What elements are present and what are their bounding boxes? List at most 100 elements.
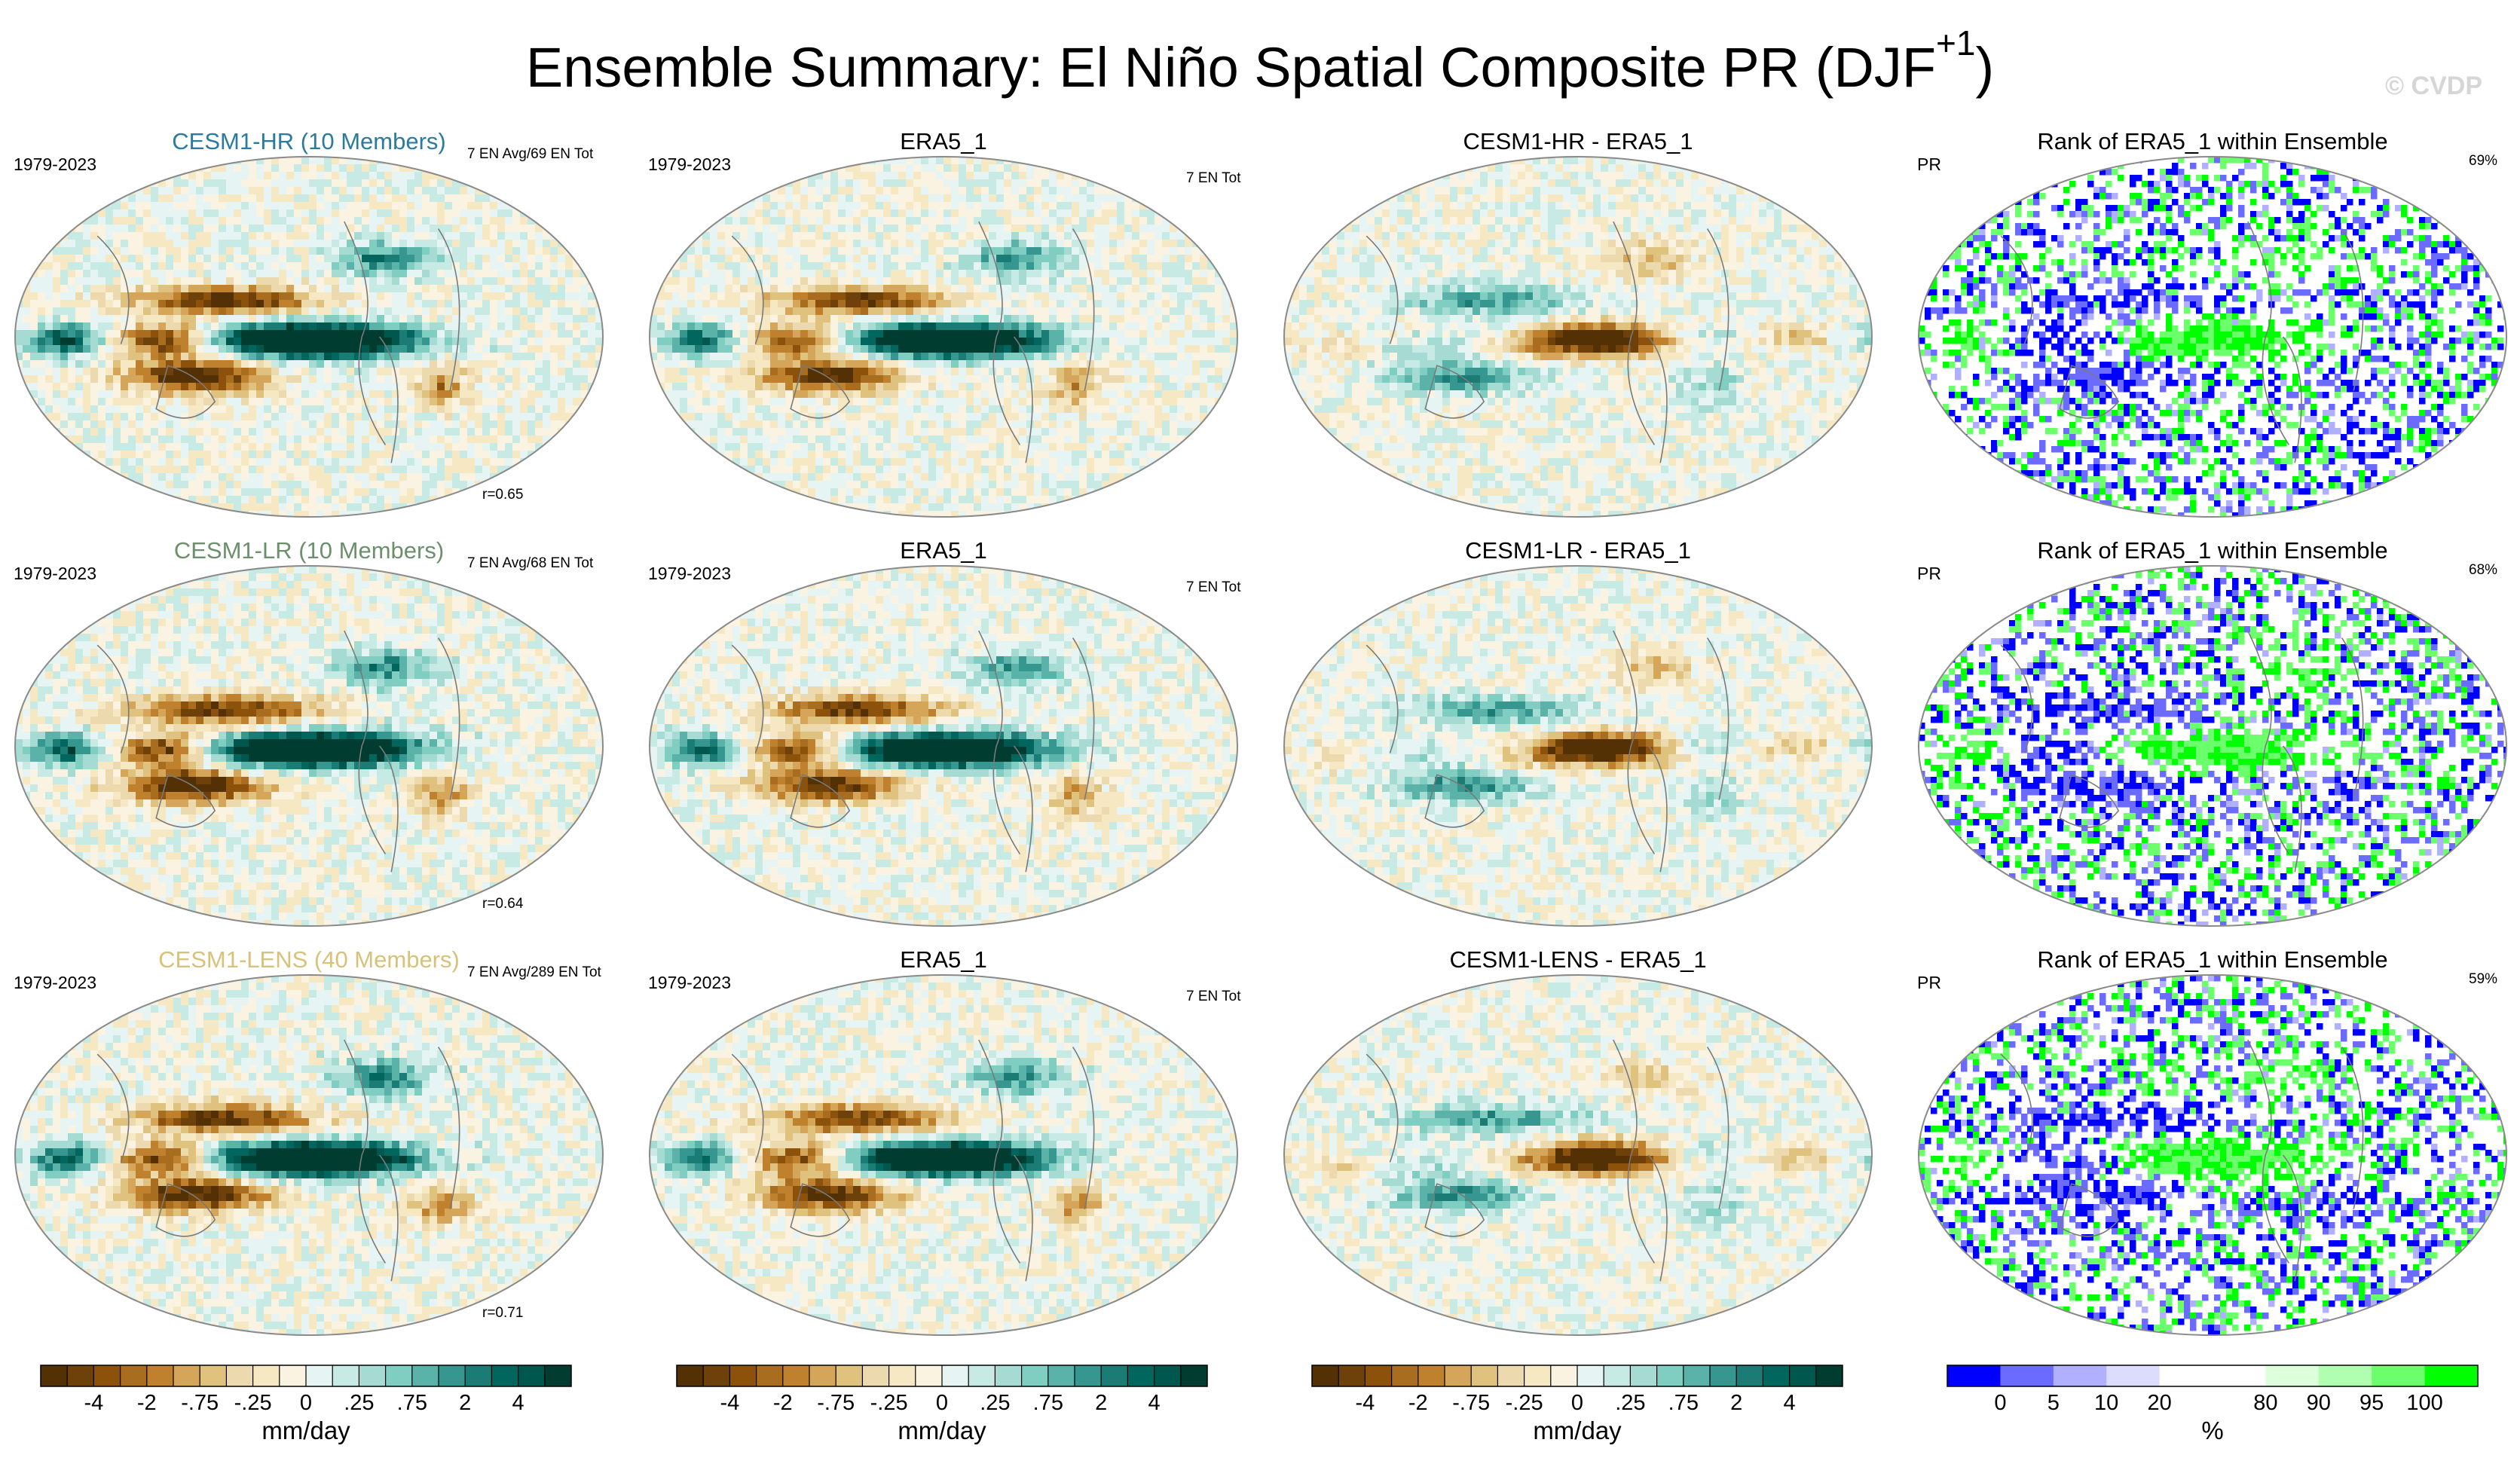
colorbar-tick-label: 2 [459,1391,471,1416]
colorbar-swatch [359,1365,387,1386]
colorbar-swatch [968,1365,995,1386]
colorbar-swatch [200,1365,227,1386]
coastline-4 [2000,235,2033,344]
rank-var-r3: PR [1917,973,1941,993]
colorbar-4 [1947,1365,2479,1387]
colorbar-swatch [1312,1365,1339,1386]
colorbar-swatch [888,1365,916,1386]
colorbar-swatch [1047,1365,1075,1386]
diff-title-r3: CESM1-LENS - ERA5_1 [1284,946,1872,973]
colorbar-swatch [146,1365,174,1386]
colorbar-swatch [995,1365,1023,1386]
colorbar-tick-label: .25 [344,1391,374,1416]
coastline-1 [344,221,387,445]
diff-title-r1: CESM1-HR - ERA5_1 [1284,128,1872,155]
map-border [1918,156,2507,518]
colorbar-swatch [465,1365,492,1386]
colorbar-swatch [1577,1365,1604,1386]
colorbar-tick-label: 95 [2359,1391,2384,1416]
coastline-3 [437,228,460,391]
obs-title-r2: ERA5_1 [650,537,1237,564]
colorbar-swatch [1710,1365,1737,1386]
coastline-2 [2282,1154,2302,1282]
colorbar-swatch [1604,1365,1631,1386]
rank-var-r1: PR [1917,154,1941,175]
coastline-2 [1013,745,1033,873]
colorbar-unit-label: % [2062,1417,2363,1445]
colorbar-swatch [1550,1365,1578,1386]
coastline-4 [1366,1053,1399,1163]
title-end: ) [1975,36,1994,99]
model-title-r1: CESM1-HR (10 Members) [15,128,603,155]
map-model-r2 [14,565,604,927]
map-obs-r2 [649,565,1238,927]
coastline-1 [2247,221,2290,445]
model-title-r2: CESM1-LR (10 Members) [15,537,603,564]
colorbar-tick-label: 90 [2307,1391,2331,1416]
colorbar-swatch [1365,1365,1393,1386]
colorbar-swatch [2372,1365,2426,1386]
rank-var-r2: PR [1917,564,1941,584]
colorbar-swatch [120,1365,148,1386]
coastline-2 [378,1154,399,1282]
coastline-2 [378,745,399,873]
colorbar-tick-label: -.25 [234,1391,272,1416]
colorbar-swatch [1497,1365,1525,1386]
coastline-3 [437,1047,460,1209]
colorbar-tick-label: 80 [2253,1391,2277,1416]
colorbar-swatch [385,1365,413,1386]
colorbar-swatch [1763,1365,1791,1386]
obs-period-r3: 1979-2023 [648,973,731,993]
colorbar-swatch [862,1365,890,1386]
coastline-5 [1424,774,1485,828]
colorbar-swatch [1683,1365,1711,1386]
coastline-5 [2059,774,2120,828]
coastline-3 [2341,1047,2364,1209]
map-border [1283,974,1873,1336]
coastline-2 [1647,1154,1668,1282]
colorbar-swatch [1180,1365,1208,1386]
coastline-5 [2059,365,2120,419]
coastline-5 [790,365,851,419]
colorbar-swatch [544,1365,572,1386]
map-diff-r2 [1283,565,1873,927]
colorbar-swatch [518,1365,546,1386]
colorbar-swatch [332,1365,359,1386]
obs-info-r3: 7 EN Tot [1186,989,1241,1005]
coastline-1 [344,630,387,854]
coastline-5 [790,774,851,828]
colorbar-tick-label: -2 [137,1391,157,1416]
rank-pct-r1: 69% [2469,153,2497,170]
colorbar-tick-label: 0 [1571,1391,1583,1416]
colorbar-swatch [1471,1365,1498,1386]
colorbar-swatch [1127,1365,1155,1386]
coastline-1 [978,221,1021,445]
coastline-5 [155,365,216,419]
coastline-1 [344,1039,387,1264]
coastline-5 [155,774,216,828]
colorbar-swatch [491,1365,519,1386]
map-model-r1 [14,156,604,518]
colorbar-swatch [1736,1365,1763,1386]
map-border [14,156,604,518]
map-diff-r3 [1283,974,1873,1336]
colorbar-swatch [173,1365,200,1386]
colorbar-tick-label: .75 [397,1391,427,1416]
colorbar-swatch [226,1365,254,1386]
colorbar-swatch [1630,1365,1658,1386]
coastline-2 [378,336,399,463]
obs-period-r1: 1979-2023 [648,154,731,175]
colorbar-tick-label: 20 [2147,1391,2171,1416]
map-border [1918,565,2507,927]
obs-title-r1: ERA5_1 [650,128,1237,155]
map-border [1283,156,1873,518]
colorbar-swatch [93,1365,121,1386]
map-obs-r3 [649,974,1238,1336]
coastline-5 [790,1183,851,1237]
colorbar-swatch [1815,1365,1843,1386]
coastline-3 [1706,637,1729,800]
coastline-2 [2282,745,2302,873]
coastline-3 [1706,1047,1729,1209]
map-border [649,565,1238,927]
colorbar-swatch [2000,1365,2054,1386]
